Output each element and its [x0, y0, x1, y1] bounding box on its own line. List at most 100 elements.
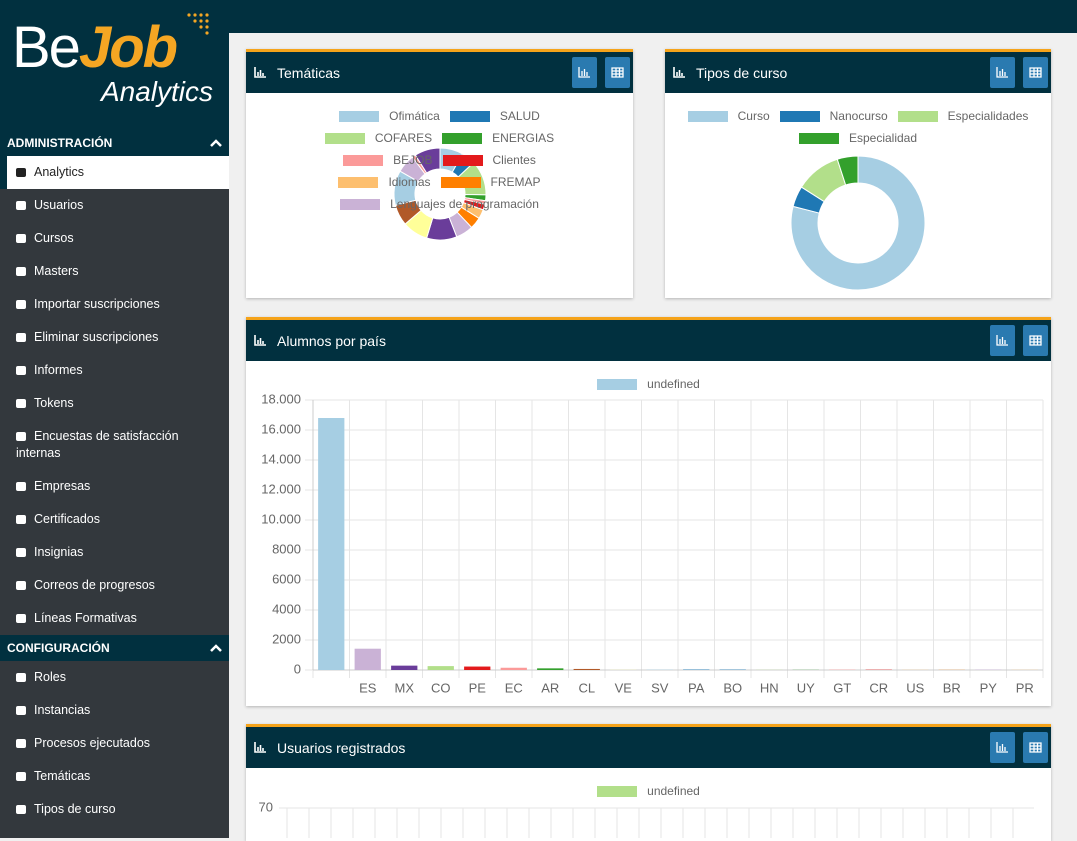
nav-label: Analytics	[34, 165, 84, 179]
legend-item[interactable]: Nanocurso	[780, 105, 888, 127]
bar	[428, 666, 454, 670]
x-tick-label: BO	[723, 680, 742, 695]
chevron	[209, 643, 223, 653]
chart-icon	[254, 742, 268, 753]
legend-label: Idiomas	[388, 171, 430, 193]
bar	[355, 649, 381, 670]
chart-icon	[254, 67, 268, 78]
icon	[16, 772, 26, 781]
nav-label: Tokens	[34, 396, 74, 410]
legend-item[interactable]: Idiomas	[338, 171, 430, 193]
legend-label: SALUD	[500, 105, 540, 127]
chart-button[interactable]	[572, 57, 597, 88]
y-tick-label: 6000	[272, 571, 301, 586]
nav-item[interactable]: Líneas Formativas	[0, 602, 229, 635]
logo-text: BeJob	[12, 14, 176, 81]
legend-item[interactable]: Especialidades	[898, 105, 1029, 127]
nav-item[interactable]: Cursos	[0, 222, 229, 255]
y-tick-label: 0	[294, 661, 301, 676]
legend-swatch	[340, 199, 380, 210]
button-icon	[1029, 67, 1042, 78]
nav-label: Cursos	[34, 231, 74, 245]
section-header[interactable]: CONFIGURACIÓN	[0, 635, 229, 661]
legend-swatch	[597, 786, 637, 797]
bar	[464, 667, 490, 670]
y-tick-label: 18.000	[261, 391, 301, 406]
icon	[16, 333, 26, 342]
bar	[318, 418, 344, 670]
legend-swatch	[441, 177, 481, 188]
nav-item[interactable]: Analytics	[0, 156, 229, 189]
legend-item[interactable]: SALUD	[450, 105, 540, 127]
x-tick-label: BR	[943, 680, 961, 695]
y-tick-label: 2000	[272, 631, 301, 646]
legend-item[interactable]: Especialidad	[799, 127, 917, 149]
y-tick-label: 12.000	[261, 481, 301, 496]
legend-label: ENERGIAS	[492, 127, 554, 149]
nav-item[interactable]: Masters	[0, 255, 229, 288]
chart-button[interactable]	[990, 325, 1015, 356]
legend-item[interactable]: ENERGIAS	[442, 127, 554, 149]
legend-label: Nanocurso	[830, 105, 888, 127]
legend-item[interactable]: undefined	[597, 780, 700, 802]
table-button[interactable]	[1023, 325, 1048, 356]
nav-item[interactable]: Procesos ejecutados	[0, 727, 229, 760]
nav-item[interactable]: Insignias	[0, 536, 229, 569]
panel: Temáticas Ofimática SALUD COFARES ENERGIAS BE…	[246, 49, 633, 298]
table-button[interactable]	[1023, 732, 1048, 763]
nav-item[interactable]: Certificados	[0, 503, 229, 536]
x-tick-label: ES	[359, 680, 377, 695]
legend-item[interactable]: Clientes	[443, 149, 536, 171]
button-icon-shape	[1030, 743, 1041, 752]
nav-item[interactable]: Informes	[0, 354, 229, 387]
nav-label: Importar suscripciones	[34, 297, 160, 311]
nav-label: Roles	[34, 670, 66, 684]
section-header[interactable]: ADMINISTRACIÓN	[0, 130, 229, 156]
legend-item[interactable]: BEJOB	[343, 149, 432, 171]
panel-header: Alumnos por país	[246, 320, 1051, 361]
legend-label: Ofimática	[389, 105, 440, 127]
nav-item[interactable]: Eliminar suscripciones	[0, 321, 229, 354]
table-button[interactable]	[1023, 57, 1048, 88]
chart-button[interactable]	[990, 732, 1015, 763]
nav-label: Informes	[34, 363, 83, 377]
nav-item[interactable]: Usuarios	[0, 189, 229, 222]
legend-item[interactable]: undefined	[597, 373, 700, 395]
nav-item[interactable]: Tipos de curso	[0, 793, 229, 826]
x-tick-label: SV	[651, 680, 669, 695]
nav-item[interactable]: Roles	[0, 661, 229, 694]
x-tick-label: US	[906, 680, 924, 695]
icon	[16, 201, 26, 210]
nav-item[interactable]: Encuestas de satisfacción internas	[0, 420, 229, 470]
legend-swatch	[339, 111, 379, 122]
legend-item[interactable]: Curso	[688, 105, 770, 127]
bar	[501, 668, 527, 670]
icon	[16, 739, 26, 748]
nav-item[interactable]: Correos de progresos	[0, 569, 229, 602]
nav-item[interactable]: Importar suscripciones	[0, 288, 229, 321]
legend-item[interactable]: Lenguajes de programación	[340, 193, 539, 215]
x-tick-label: CL	[578, 680, 595, 695]
nav-label: Encuestas de satisfacción internas	[16, 429, 179, 460]
chart: 0200040006000800010.00012.00014.00016.00…	[246, 361, 1051, 706]
button-icon	[996, 742, 1009, 753]
nav-item[interactable]: Temáticas	[0, 760, 229, 793]
legend-item[interactable]: COFARES	[325, 127, 432, 149]
y-tick-label: 10.000	[261, 511, 301, 526]
panel-header: Usuarios registrados	[246, 727, 1051, 768]
icon	[16, 399, 26, 408]
legend-item[interactable]: FREMAP	[441, 171, 541, 193]
nav-item[interactable]: Instancias	[0, 694, 229, 727]
nav-item[interactable]: Empresas	[0, 470, 229, 503]
table-button[interactable]	[605, 57, 630, 88]
chart-icon-shape	[674, 67, 685, 77]
icon	[16, 548, 26, 557]
panel-header: Temáticas	[246, 52, 633, 93]
y-tick-label: 4000	[272, 601, 301, 616]
nav-item[interactable]: Tokens	[0, 387, 229, 420]
chart-button[interactable]	[990, 57, 1015, 88]
legend: undefined	[499, 780, 799, 802]
icon	[16, 614, 26, 623]
legend-item[interactable]: Ofimática	[339, 105, 440, 127]
